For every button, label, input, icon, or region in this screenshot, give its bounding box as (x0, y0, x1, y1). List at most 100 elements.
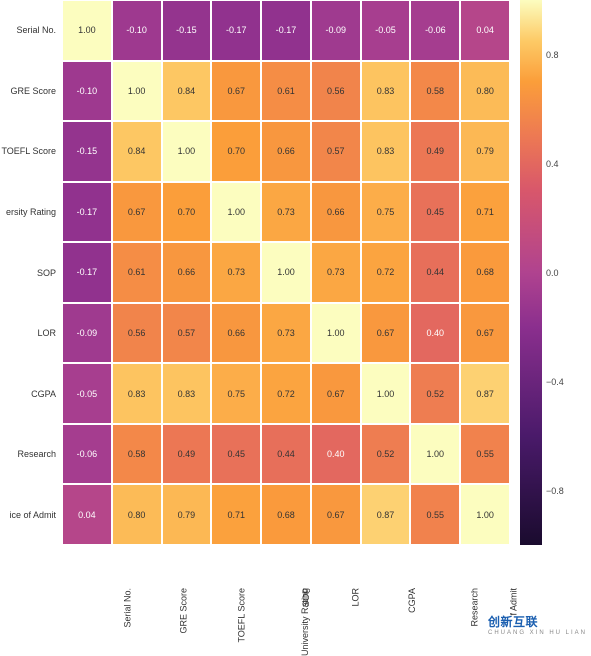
cell-value: 0.52 (427, 389, 445, 399)
heatmap-cell: -0.17 (211, 0, 261, 61)
heatmap-cell: 0.58 (410, 61, 460, 122)
heatmap-cell: 0.04 (62, 484, 112, 545)
heatmap-cell: 0.66 (162, 242, 212, 303)
heatmap-cell: 0.67 (112, 182, 162, 243)
cell-value: 0.57 (327, 146, 345, 156)
cell-value: 0.49 (178, 449, 196, 459)
cell-value: 0.57 (178, 328, 196, 338)
heatmap-cell: 0.73 (211, 242, 261, 303)
heatmap-cell: 0.83 (361, 61, 411, 122)
cell-value: 1.00 (377, 389, 395, 399)
cell-value: 1.00 (327, 328, 345, 338)
cell-value: -0.10 (77, 86, 98, 96)
colorbar-tick: −0.4 (546, 377, 564, 387)
x-axis-label: SOP (301, 588, 311, 607)
heatmap-cell: 0.56 (112, 303, 162, 364)
cell-value: 0.49 (427, 146, 445, 156)
cell-value: 0.66 (327, 207, 345, 217)
cell-value: 0.80 (476, 86, 494, 96)
heatmap-cell: -0.17 (62, 242, 112, 303)
heatmap-cell: 0.52 (410, 363, 460, 424)
heatmap-cell: 0.58 (112, 424, 162, 485)
heatmap-cell: 0.57 (311, 121, 361, 182)
heatmap-cell: 1.00 (361, 363, 411, 424)
heatmap-cell: 0.49 (162, 424, 212, 485)
heatmap-cell: 0.83 (162, 363, 212, 424)
cell-value: 0.67 (327, 510, 345, 520)
y-axis-label: Research (17, 449, 56, 459)
cell-value: -0.17 (77, 267, 98, 277)
heatmap-cell: 0.45 (410, 182, 460, 243)
cell-value: 0.40 (327, 449, 345, 459)
heatmap-cell: 0.40 (311, 424, 361, 485)
cell-value: -0.10 (126, 25, 147, 35)
cell-value: -0.09 (326, 25, 347, 35)
heatmap-cell: 0.75 (361, 182, 411, 243)
cell-value: 0.70 (227, 146, 245, 156)
cell-value: -0.15 (176, 25, 197, 35)
heatmap-cell: 0.84 (162, 61, 212, 122)
cell-value: 0.83 (128, 389, 146, 399)
heatmap-cell: 1.00 (162, 121, 212, 182)
cell-value: 0.52 (377, 449, 395, 459)
colorbar: 0.80.40.0−0.4−0.8 (520, 0, 542, 545)
cell-value: 0.73 (327, 267, 345, 277)
heatmap-cell: 0.67 (361, 303, 411, 364)
cell-value: 0.61 (277, 86, 295, 96)
heatmap-cell: -0.06 (62, 424, 112, 485)
heatmap-cell: 1.00 (112, 61, 162, 122)
heatmap-cell: 0.55 (410, 484, 460, 545)
heatmap-cell: 0.71 (460, 182, 510, 243)
heatmap-cell: 0.73 (311, 242, 361, 303)
heatmap-cell: 0.68 (460, 242, 510, 303)
y-axis-label: CGPA (31, 389, 56, 399)
cell-value: -0.17 (77, 207, 98, 217)
cell-value: 0.66 (227, 328, 245, 338)
cell-value: 0.80 (128, 510, 146, 520)
cell-value: -0.06 (77, 449, 98, 459)
cell-value: 0.67 (476, 328, 494, 338)
colorbar-tick: −0.8 (546, 486, 564, 496)
cell-value: 0.71 (476, 207, 494, 217)
y-axis-label: Serial No. (16, 25, 56, 35)
cell-value: -0.09 (77, 328, 98, 338)
heatmap-cell: -0.15 (62, 121, 112, 182)
heatmap-cell: 0.40 (410, 303, 460, 364)
cell-value: 0.55 (427, 510, 445, 520)
cell-value: 0.67 (377, 328, 395, 338)
heatmap-cell: 0.67 (460, 303, 510, 364)
colorbar-tick: 0.4 (546, 159, 559, 169)
cell-value: 1.00 (427, 449, 445, 459)
heatmap-cell: 1.00 (261, 242, 311, 303)
heatmap-cell: 0.45 (211, 424, 261, 485)
x-axis-label: f Admit (509, 588, 519, 616)
y-axis-label: TOEFL Score (1, 146, 56, 156)
cell-value: 0.73 (277, 207, 295, 217)
cell-value: 0.75 (377, 207, 395, 217)
heatmap-cell: 0.67 (211, 61, 261, 122)
logo-subtext: CHUANG XIN HU LIAN (488, 630, 587, 636)
heatmap-cell: 0.72 (361, 242, 411, 303)
heatmap-cell: 0.44 (410, 242, 460, 303)
cell-value: 0.04 (476, 25, 494, 35)
heatmap-cell: -0.10 (112, 0, 162, 61)
cell-value: 0.79 (178, 510, 196, 520)
cell-value: 1.00 (128, 86, 146, 96)
cell-value: 0.66 (178, 267, 196, 277)
heatmap-cell: -0.10 (62, 61, 112, 122)
heatmap-cell: -0.17 (62, 182, 112, 243)
cell-value: -0.05 (77, 389, 98, 399)
cell-value: 0.55 (476, 449, 494, 459)
cell-value: 1.00 (277, 267, 295, 277)
heatmap-cell: 0.61 (261, 61, 311, 122)
x-axis-label: Research (470, 588, 480, 627)
cell-value: 0.71 (227, 510, 245, 520)
y-axis-label: LOR (37, 328, 56, 338)
heatmap-cell: -0.06 (410, 0, 460, 61)
cell-value: 0.66 (277, 146, 295, 156)
heatmap-cell: 0.52 (361, 424, 411, 485)
heatmap-cell: 0.73 (261, 182, 311, 243)
heatmap-cell: 0.68 (261, 484, 311, 545)
heatmap-cell: -0.17 (261, 0, 311, 61)
heatmap-cell: 0.80 (112, 484, 162, 545)
